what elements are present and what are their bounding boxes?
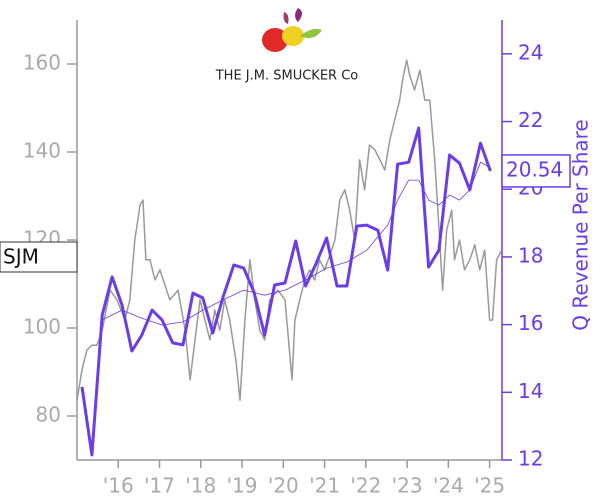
y-tick-label: 100 (23, 315, 61, 339)
y2-tick-label: 24 (518, 40, 543, 64)
x-tick-label: '18 (185, 474, 216, 498)
series-line (102, 161, 491, 326)
y-tick-label: 160 (23, 51, 61, 75)
y2-tick-label: 18 (518, 243, 543, 267)
ticker-box (0, 241, 78, 273)
y2-tick-label: 12 (518, 447, 543, 471)
x-tick-label: '24 (433, 474, 464, 498)
last-value-box (501, 154, 571, 188)
y2-tick-label: 16 (518, 311, 543, 335)
last-value-label: 20.54 (506, 157, 563, 181)
series-line (76, 59, 503, 401)
x-tick-label: '20 (268, 474, 299, 498)
x-tick-label: '19 (227, 474, 258, 498)
series-line (80, 126, 492, 457)
logo-icon (262, 8, 322, 52)
x-tick-label: '23 (392, 474, 423, 498)
logo-text: THE J.M. SMUCKER Co (215, 69, 359, 84)
x-tick-label: '21 (309, 474, 340, 498)
y-tick-label: 140 (23, 139, 61, 163)
y2-tick-label: 22 (518, 108, 543, 132)
x-tick-label: '17 (144, 474, 175, 498)
ticker-label: SJM (3, 245, 39, 269)
y-tick-label: 80 (36, 403, 61, 427)
y2-tick-label: 14 (518, 379, 543, 403)
x-tick-label: '22 (350, 474, 381, 498)
y2-axis-label: Q Revenue Per Share (569, 119, 593, 331)
x-tick-label: '25 (474, 474, 505, 498)
x-tick-label: '16 (103, 474, 134, 498)
